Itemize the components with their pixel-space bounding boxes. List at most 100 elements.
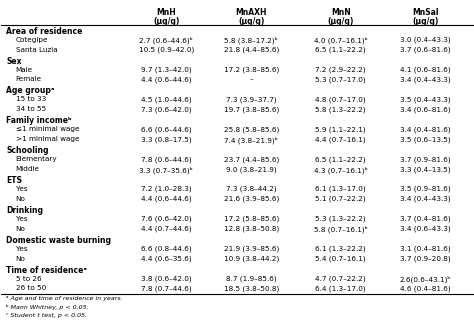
Text: 4.4 (0.7–44.6): 4.4 (0.7–44.6) <box>141 226 191 232</box>
Text: Yes: Yes <box>16 216 27 222</box>
Text: 7.4 (3.8–21.9)ᵇ: 7.4 (3.8–21.9)ᵇ <box>224 136 278 144</box>
Text: 3.3 (0.8–17.5): 3.3 (0.8–17.5) <box>141 136 191 143</box>
Text: 3.7 (0.6–81.6): 3.7 (0.6–81.6) <box>400 47 451 53</box>
Text: 5 to 26: 5 to 26 <box>16 276 41 281</box>
Text: ETS: ETS <box>6 176 22 185</box>
Text: 7.2 (2.9–22.2): 7.2 (2.9–22.2) <box>315 67 366 73</box>
Text: 3.3 (0.7–35.6)ᵇ: 3.3 (0.7–35.6)ᵇ <box>139 166 193 174</box>
Text: 17.2 (5.8–85.6): 17.2 (5.8–85.6) <box>224 216 279 222</box>
Text: 5.3 (0.7–17.0): 5.3 (0.7–17.0) <box>315 77 366 83</box>
Text: 10.9 (3.8–44.2): 10.9 (3.8–44.2) <box>224 256 279 262</box>
Text: 3.5 (0.9–81.6): 3.5 (0.9–81.6) <box>400 186 451 192</box>
Text: No: No <box>16 256 26 262</box>
Text: 7.3 (0.6–42.0): 7.3 (0.6–42.0) <box>141 106 191 113</box>
Text: 9.7 (1.3–42.0): 9.7 (1.3–42.0) <box>141 67 191 73</box>
Text: Middle: Middle <box>16 166 39 172</box>
Text: 17.2 (3.8–85.6): 17.2 (3.8–85.6) <box>224 67 279 73</box>
Text: Time of residenceᵃ: Time of residenceᵃ <box>6 266 87 275</box>
Text: 3.4 (0.6–81.6): 3.4 (0.6–81.6) <box>400 106 451 113</box>
Text: 9.0 (3.8–21.9): 9.0 (3.8–21.9) <box>226 166 276 173</box>
Text: 8.7 (1.9–85.6): 8.7 (1.9–85.6) <box>226 276 276 282</box>
Text: Schooling: Schooling <box>6 146 49 155</box>
Text: 4.8 (0.7–17.0): 4.8 (0.7–17.0) <box>315 96 366 103</box>
Text: (μg/g): (μg/g) <box>328 17 354 26</box>
Text: ᵃ Age and time of residence in years.: ᵃ Age and time of residence in years. <box>6 296 123 301</box>
Text: 7.3 (3.9–37.7): 7.3 (3.9–37.7) <box>226 96 276 103</box>
Text: 3.7 (0.4–81.6): 3.7 (0.4–81.6) <box>400 216 451 222</box>
Text: 4.3 (0.7–16.1)ᵇ: 4.3 (0.7–16.1)ᵇ <box>314 166 367 174</box>
Text: Sex: Sex <box>6 56 22 66</box>
Text: 3.5 (0.4–43.3): 3.5 (0.4–43.3) <box>400 96 451 103</box>
Text: Female: Female <box>16 77 42 82</box>
Text: 4.4 (0.7–16.1): 4.4 (0.7–16.1) <box>315 136 366 143</box>
Text: 6.4 (1.3–17.0): 6.4 (1.3–17.0) <box>315 285 366 292</box>
Text: Yes: Yes <box>16 186 27 192</box>
Text: 7.8 (0.7–44.6): 7.8 (0.7–44.6) <box>141 285 191 292</box>
Text: 4.5 (1.0–44.6): 4.5 (1.0–44.6) <box>141 96 191 103</box>
Text: Age groupᵃ: Age groupᵃ <box>6 86 55 95</box>
Text: 4.4 (0.6–44.6): 4.4 (0.6–44.6) <box>141 196 191 202</box>
Text: No: No <box>16 226 26 232</box>
Text: 4.7 (0.7–22.2): 4.7 (0.7–22.2) <box>315 276 366 282</box>
Text: Area of residence: Area of residence <box>6 27 82 36</box>
Text: 19.7 (3.8–85.6): 19.7 (3.8–85.6) <box>224 106 279 113</box>
Text: 6.5 (1.1–22.2): 6.5 (1.1–22.2) <box>315 47 366 53</box>
Text: >1 minimal wage: >1 minimal wage <box>16 136 79 142</box>
Text: (μg/g): (μg/g) <box>238 17 264 26</box>
Text: 3.1 (0.4–81.6): 3.1 (0.4–81.6) <box>400 246 451 252</box>
Text: 4.4 (0.6–35.6): 4.4 (0.6–35.6) <box>141 256 191 262</box>
Text: Santa Luzia: Santa Luzia <box>16 47 57 52</box>
Text: 4.0 (0.7–16.1)ᵇ: 4.0 (0.7–16.1)ᵇ <box>314 37 367 44</box>
Text: 5.9 (1.1–22.1): 5.9 (1.1–22.1) <box>315 126 366 133</box>
Text: 2.6(0.6–43.1)ᵇ: 2.6(0.6–43.1)ᵇ <box>400 276 451 283</box>
Text: 6.6 (0.8–44.6): 6.6 (0.8–44.6) <box>141 246 191 252</box>
Text: ≤1 minimal wage: ≤1 minimal wage <box>16 126 79 132</box>
Text: MnAXH: MnAXH <box>236 8 267 17</box>
Text: 7.2 (1.0–28.3): 7.2 (1.0–28.3) <box>141 186 191 192</box>
Text: 3.4 (0.4–81.6): 3.4 (0.4–81.6) <box>400 126 451 133</box>
Text: 12.8 (3.8–50.8): 12.8 (3.8–50.8) <box>224 226 279 232</box>
Text: (μg/g): (μg/g) <box>412 17 438 26</box>
Text: 3.8 (0.6–42.0): 3.8 (0.6–42.0) <box>141 276 191 282</box>
Text: 2.7 (0.6–44.6)ᵇ: 2.7 (0.6–44.6)ᵇ <box>139 37 193 44</box>
Text: 3.4 (0.4–43.3): 3.4 (0.4–43.3) <box>400 196 451 202</box>
Text: 6.1 (1.3–22.2): 6.1 (1.3–22.2) <box>315 246 366 252</box>
Text: 3.5 (0.6–13.5): 3.5 (0.6–13.5) <box>400 136 451 143</box>
Text: 7.6 (0.6–42.0): 7.6 (0.6–42.0) <box>141 216 191 222</box>
Text: 4.4 (0.6–44.6): 4.4 (0.6–44.6) <box>141 77 191 83</box>
Text: 6.6 (0.6–44.6): 6.6 (0.6–44.6) <box>141 126 191 133</box>
Text: 21.6 (3.9–85.6): 21.6 (3.9–85.6) <box>224 196 279 202</box>
Text: 5.3 (1.3–22.2): 5.3 (1.3–22.2) <box>315 216 366 222</box>
Text: 21.9 (3.9–85.6): 21.9 (3.9–85.6) <box>224 246 279 252</box>
Text: 25.8 (5.8–85.6): 25.8 (5.8–85.6) <box>224 126 279 133</box>
Text: 4.1 (0.6–81.6): 4.1 (0.6–81.6) <box>400 67 451 73</box>
Text: Male: Male <box>16 67 33 73</box>
Text: Cotegipe: Cotegipe <box>16 37 48 43</box>
Text: 6.1 (1.3–17.0): 6.1 (1.3–17.0) <box>315 186 366 192</box>
Text: 7.8 (0.6–44.6): 7.8 (0.6–44.6) <box>141 156 191 163</box>
Text: 18.5 (3.8–50.8): 18.5 (3.8–50.8) <box>224 285 279 292</box>
Text: 34 to 55: 34 to 55 <box>16 106 46 112</box>
Text: –: – <box>249 77 253 82</box>
Text: Yes: Yes <box>16 246 27 252</box>
Text: 15 to 33: 15 to 33 <box>16 96 46 102</box>
Text: 5.4 (0.7–16.1): 5.4 (0.7–16.1) <box>315 256 366 262</box>
Text: 3.4 (0.4–43.3): 3.4 (0.4–43.3) <box>400 77 451 83</box>
Text: Drinking: Drinking <box>6 206 43 215</box>
Text: Family incomeᵇ: Family incomeᵇ <box>6 116 72 125</box>
Text: No: No <box>16 196 26 202</box>
Text: ᶜ Student t test, p < 0.05.: ᶜ Student t test, p < 0.05. <box>6 313 87 318</box>
Text: 7.3 (3.8–44.2): 7.3 (3.8–44.2) <box>226 186 276 192</box>
Text: MnSal: MnSal <box>412 8 439 17</box>
Text: Elementary: Elementary <box>16 156 57 162</box>
Text: (μg/g): (μg/g) <box>153 17 180 26</box>
Text: 3.3 (0.4–13.5): 3.3 (0.4–13.5) <box>400 166 451 173</box>
Text: MnH: MnH <box>156 8 176 17</box>
Text: 5.8 (1.3–22.2): 5.8 (1.3–22.2) <box>315 106 366 113</box>
Text: 10.5 (0.9–42.0): 10.5 (0.9–42.0) <box>139 47 194 53</box>
Text: 5.8 (3.8–17.2)ᵇ: 5.8 (3.8–17.2)ᵇ <box>224 37 278 44</box>
Text: 6.5 (1.1–22.2): 6.5 (1.1–22.2) <box>315 156 366 163</box>
Text: 21.8 (4.4–85.6): 21.8 (4.4–85.6) <box>224 47 279 53</box>
Text: Domestic waste burning: Domestic waste burning <box>6 236 111 245</box>
Text: 3.7 (0.9–81.6): 3.7 (0.9–81.6) <box>400 156 451 163</box>
